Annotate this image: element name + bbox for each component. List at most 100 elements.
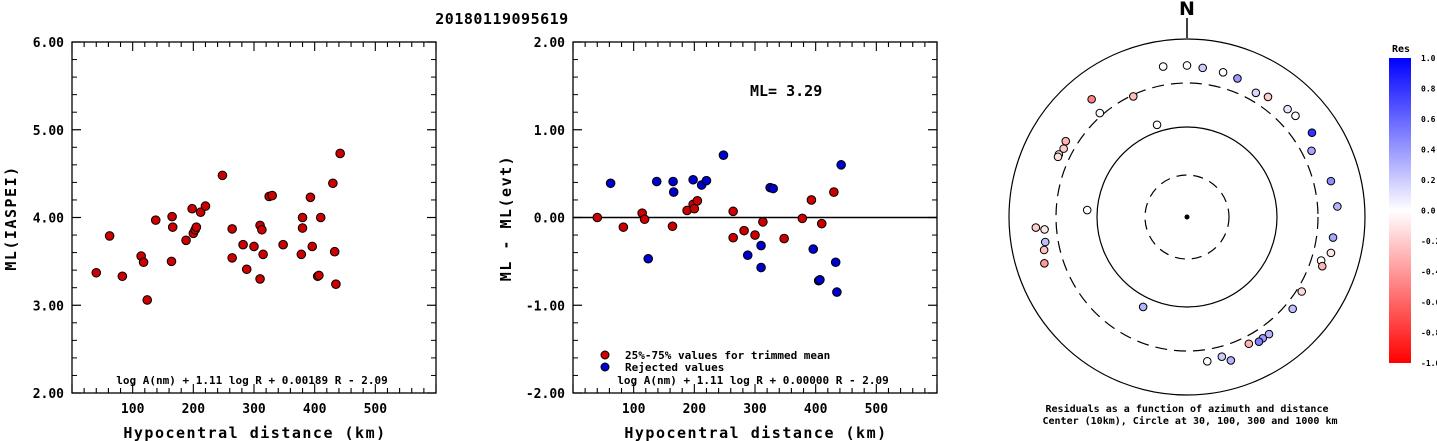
x-tick-label: 200 [683, 402, 707, 417]
data-point [195, 207, 206, 218]
x-tick-label: 100 [622, 402, 646, 417]
azimuth-point [1061, 136, 1071, 146]
data-point [142, 295, 153, 305]
rejected-point [668, 187, 679, 197]
colorbar-tick-label: 0.0 [1421, 207, 1436, 216]
colorbar-tick-label: -0.4 [1421, 268, 1437, 277]
x-tick-label: 400 [804, 402, 828, 417]
data-point [314, 270, 324, 281]
figure-title: 20180119095619 [435, 10, 568, 28]
data-point [167, 211, 177, 222]
legend-blue-marker [600, 362, 610, 372]
rejected-point [768, 183, 779, 194]
azimuth-point [1326, 248, 1336, 258]
colorbar-tick-label: 0.8 [1421, 85, 1436, 94]
data-point [297, 212, 308, 223]
data-point [191, 222, 202, 232]
plot-frame [71, 41, 437, 394]
data-point [181, 235, 191, 246]
azimuth-points [1031, 61, 1342, 366]
data-point [692, 196, 703, 206]
ring-30km [1144, 174, 1230, 260]
ring-100km [1096, 126, 1278, 308]
data-points [91, 148, 345, 305]
data-point [331, 279, 341, 289]
data-point [728, 206, 738, 217]
data-point [187, 203, 197, 214]
data-point [166, 256, 177, 267]
y-tick-label: 0.00 [534, 212, 565, 227]
data-point [297, 223, 308, 233]
rejected-point [836, 160, 846, 170]
data-point [227, 224, 237, 234]
data-point [728, 232, 738, 243]
y-tick-label: -2.00 [526, 387, 565, 402]
azimuth-point [1297, 287, 1307, 296]
data-point [667, 221, 678, 232]
caption-line-1: Residuals as a function of azimuth and d… [1046, 403, 1329, 415]
azimuth-point [1082, 205, 1092, 215]
legend-entry-trimmed: 25%-75% values for trimmed mean [625, 349, 830, 362]
azimuth-point [1307, 128, 1317, 138]
y-tick-label: 6.00 [33, 36, 64, 51]
azimuth-point [1264, 329, 1274, 339]
azimuth-point [1233, 74, 1242, 83]
data-point [150, 215, 161, 225]
data-points [592, 150, 846, 297]
data-point [255, 274, 265, 284]
axis-ticks: 2.00 3.00 4.00 5.00 6.00 100 200 300 400 500 [33, 36, 437, 417]
formula-label: log A(nm) + 1.11 log R + 0.00189 R - 2.0… [116, 374, 388, 387]
y-tick-label: -1.00 [526, 299, 565, 314]
azimuth-point [1217, 352, 1227, 361]
rejected-point [830, 257, 841, 268]
azimuth-point [1254, 337, 1264, 346]
data-point [816, 218, 827, 229]
x-tick-label: 200 [182, 402, 206, 417]
azimuth-point [1182, 61, 1192, 70]
data-point [329, 246, 340, 257]
azimuth-point [1031, 223, 1041, 232]
azimuth-point [1291, 111, 1300, 121]
rejected-point [756, 262, 766, 273]
y-tick-label: 2.00 [33, 387, 64, 402]
azimuth-point [1333, 202, 1342, 211]
residual-scatter-chart: -2.00 -1.00 0.00 1.00 2.00 100 200 300 400 500 ML… [497, 36, 938, 441]
rejected-point [815, 275, 825, 285]
azimuth-point [1087, 94, 1096, 104]
x-tick-label: 300 [743, 402, 767, 417]
outer-circle [1008, 38, 1366, 396]
rejected-point [742, 250, 753, 261]
azimuth-residual-plot: N Residuals as a function of azimuth and… [1008, 0, 1366, 427]
data-point [267, 190, 278, 201]
x-tick-label: 400 [303, 402, 327, 417]
colorbar-tick-label: 1.0 [1421, 54, 1436, 63]
data-point [91, 267, 102, 278]
data-point [227, 253, 237, 263]
data-point [758, 217, 768, 227]
azimuth-point [1202, 357, 1212, 366]
data-point [200, 201, 211, 211]
data-point [117, 271, 128, 282]
azimuth-point [1053, 152, 1063, 162]
ring-300km [1055, 82, 1319, 352]
azimuth-point [1039, 245, 1049, 255]
rejected-point [688, 174, 698, 185]
data-point [104, 231, 115, 241]
rejected-point [832, 287, 842, 297]
colorbar-tick-label: 0.2 [1421, 176, 1436, 185]
north-label: N [1179, 0, 1195, 20]
formula-label: log A(nm) + 1.11 log R + 0.00000 R - 2.0… [617, 374, 889, 387]
legend-entry-rejected: Rejected values [625, 361, 724, 374]
data-point [829, 187, 839, 197]
rejected-point [701, 175, 712, 186]
azimuth-point [1040, 237, 1050, 247]
rejected-point [756, 240, 766, 251]
azimuth-point [1138, 302, 1148, 312]
data-point [797, 213, 808, 224]
y-axis-label: ML(IASPEI) [2, 165, 20, 270]
residual-colorbar: Res 1.0 0.8 0.6 0.4 0.2 0.0 -0.2 -0.4 -0.6 -0.8 -1… [1389, 44, 1437, 368]
y-tick-label: 1.00 [534, 124, 565, 139]
rejected-point [651, 176, 662, 187]
azimuth-point [1158, 62, 1168, 71]
